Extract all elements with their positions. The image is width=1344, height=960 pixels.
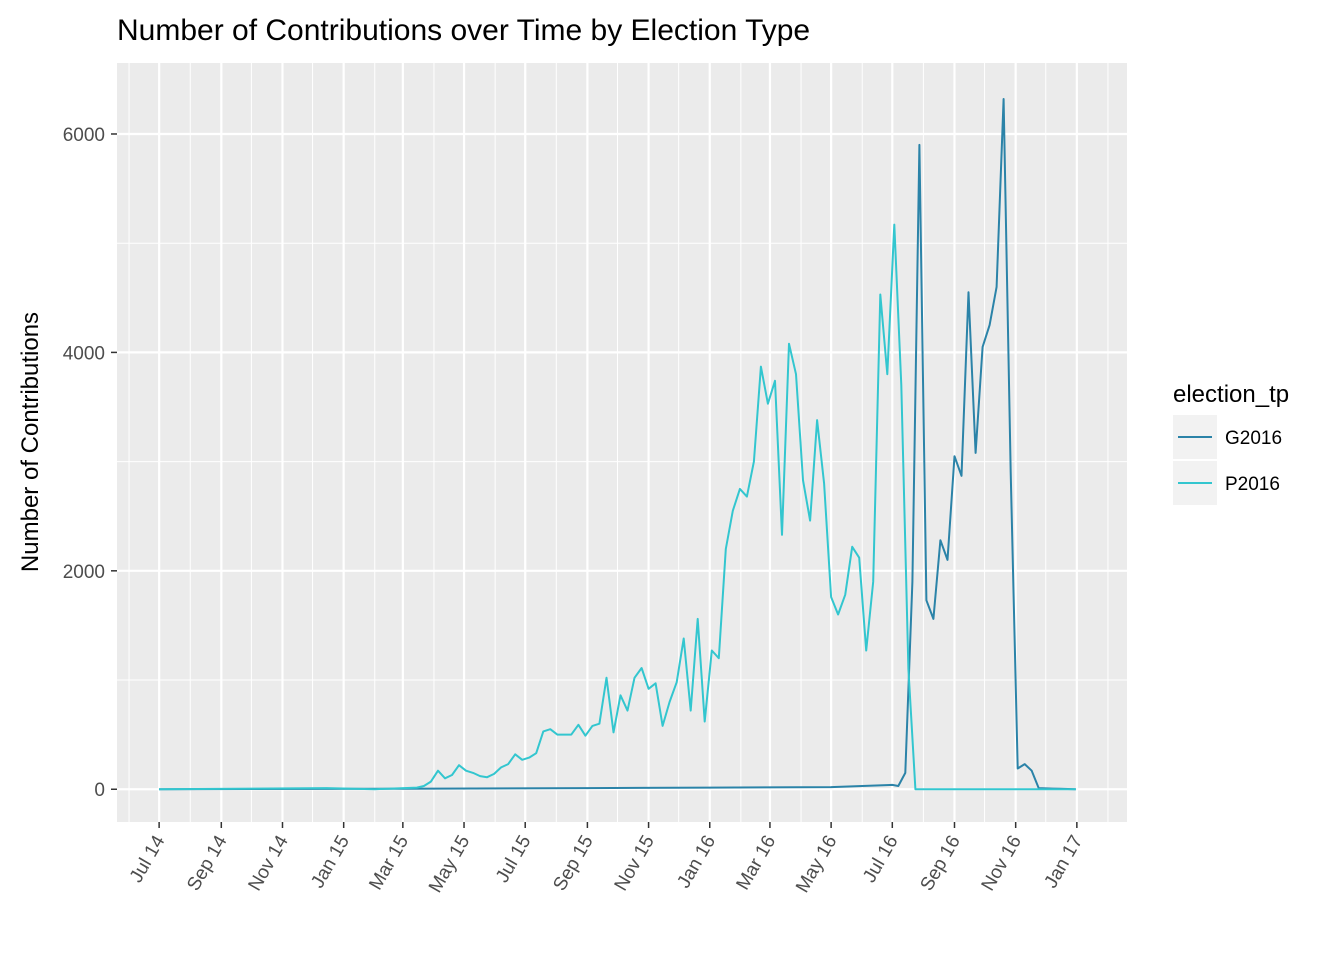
x-axis: Jul 14 Sep 14 Nov 14 Jan 15 Mar 15 May 15 Jul … (126, 822, 1087, 896)
x-tick-label: Nov 16 (978, 832, 1026, 895)
x-tick-label: Nov 14 (245, 832, 294, 895)
x-tick-label: Sep 15 (549, 832, 597, 895)
x-tick-label: Mar 15 (365, 832, 413, 894)
x-tick-label: Mar 16 (733, 832, 781, 894)
y-tick-label: 4000 (63, 343, 105, 364)
x-tick-label: May 15 (425, 832, 474, 896)
y-axis: 0 2000 4000 6000 (63, 125, 117, 801)
x-tick-label: Nov 15 (611, 832, 659, 895)
y-tick-label: 0 (94, 780, 105, 801)
x-tick-label: Jan 17 (1040, 832, 1087, 892)
x-tick-label: Jul 14 (126, 832, 170, 887)
x-tick-label: Sep 14 (183, 832, 232, 895)
series-line-p2016 (159, 223, 1076, 791)
legend-items: G2016 P2016 (1173, 415, 1282, 505)
chart-title: Number of Contributions over Time by Ele… (117, 14, 810, 47)
y-tick-label: 6000 (63, 125, 105, 146)
x-tick-label: Jan 16 (673, 832, 720, 892)
legend-title: election_tp (1173, 381, 1289, 408)
series-line-g2016 (159, 98, 1076, 791)
x-tick-label: Jul 15 (492, 832, 536, 886)
x-tick-label: Jul 16 (859, 832, 903, 886)
y-tick-label: 2000 (63, 562, 105, 583)
legend-label-p2016: P2016 (1225, 474, 1280, 495)
y-axis-title: Number of Contributions (17, 312, 44, 572)
legend-label-g2016: G2016 (1225, 428, 1282, 449)
x-tick-label: Jan 15 (307, 832, 354, 892)
series-layer (159, 98, 1076, 791)
legend: election_tp G2016 P2016 (1173, 381, 1289, 505)
x-tick-label: Sep 16 (917, 832, 965, 895)
x-tick-label: May 16 (792, 832, 841, 896)
plot-panel (117, 63, 1127, 822)
